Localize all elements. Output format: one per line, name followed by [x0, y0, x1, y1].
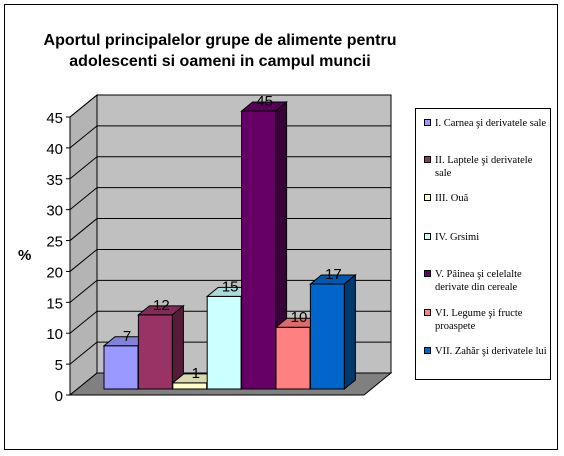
y-tick-label: 25	[46, 234, 63, 251]
bar-4-front	[206, 295, 242, 390]
bar-5-front	[241, 110, 277, 390]
gridline	[69, 156, 391, 180]
bar-1-value-label: 7	[123, 328, 131, 345]
gridline	[69, 187, 391, 211]
gridline	[69, 125, 391, 149]
legend-swatch	[424, 156, 431, 163]
legend-swatch	[424, 233, 431, 240]
plot-side-wall	[69, 93, 98, 397]
bar-3-value-label: 1	[192, 365, 200, 382]
bar-1-front	[103, 345, 139, 390]
legend-swatch	[424, 270, 431, 277]
chart-title: Aportul principalelor grupe de alimente …	[20, 30, 420, 72]
bar-2-value-label: 12	[153, 297, 170, 314]
legend-swatch	[424, 119, 431, 126]
gridline	[69, 310, 391, 334]
legend-swatch	[424, 347, 431, 354]
legend-swatch	[424, 194, 431, 201]
gridline	[69, 279, 391, 303]
legend-label: II. Laptele şi derivatele sale	[435, 155, 533, 179]
legend-label: V. Pâinea şi celelalte derivate din cere…	[435, 269, 522, 293]
gridline	[69, 248, 391, 272]
y-tick-label: 15	[46, 295, 63, 312]
bar-6-value-label: 10	[291, 309, 308, 326]
legend-label: IV. Grsimi	[435, 232, 480, 243]
bar-7-front	[309, 283, 345, 390]
y-tick-label: 20	[46, 264, 63, 281]
bar-4-value-label: 15	[222, 278, 239, 295]
chart-title-line-1: Aportul principalelor grupe de alimente …	[43, 32, 397, 49]
legend-label: VII. Zahăr şi derivatele lui	[435, 346, 547, 357]
bar-5-value-label: 45	[256, 93, 273, 110]
legend-label: III. Ouă	[435, 193, 469, 204]
y-tick-label: 40	[46, 141, 63, 158]
y-tick-label: 35	[46, 172, 63, 189]
bar-6-front	[275, 326, 311, 390]
bar-2-front	[137, 314, 173, 390]
y-tick-label: 45	[46, 110, 63, 127]
gridline	[69, 218, 391, 241]
bar-7-side	[343, 273, 356, 391]
bar-3-front	[172, 382, 208, 390]
legend-label: VI. Legume şi fructe proaspete	[435, 308, 523, 332]
y-tick-label: 0	[55, 388, 63, 405]
legend: I. Carnea şi derivatele sale II. Laptele …	[415, 108, 551, 380]
y-tick-label: 10	[46, 326, 63, 343]
gridline	[69, 94, 391, 118]
legend-label: I. Carnea şi derivatele sale	[435, 118, 547, 129]
y-tick-label: 5	[55, 357, 63, 374]
legend-swatch	[424, 309, 431, 316]
y-axis-label: %	[18, 247, 32, 264]
y-tick-label: 30	[46, 203, 63, 220]
chart-title-line-2: adolescenti si oameni in campul muncii	[69, 53, 371, 70]
bar-7-value-label: 17	[325, 266, 342, 283]
